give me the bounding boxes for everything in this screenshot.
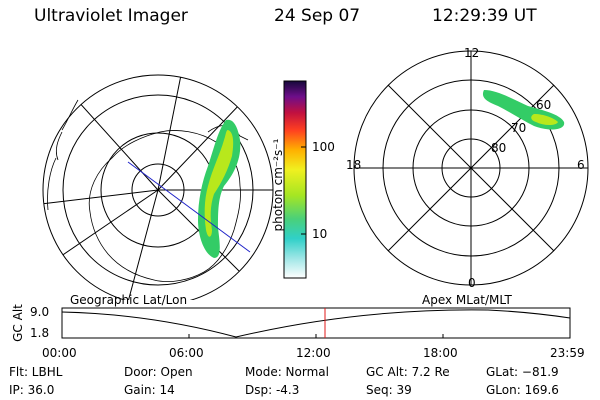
mlat-label-70: 70 (511, 121, 527, 135)
magnetic-map-label: Apex MLat/MLT (422, 293, 512, 307)
colorbar-gradient (283, 80, 307, 279)
coastline-fragment (47, 99, 79, 211)
time-tick-label: 18:00 (423, 346, 458, 360)
aurora-emission (482, 90, 565, 130)
altitude-ytick: 1.8 (30, 326, 50, 340)
time-label: 12:29:39 UT (432, 6, 537, 26)
time-tick-label: 06:00 (169, 346, 204, 360)
mlt-label-0: 0 (468, 276, 476, 290)
colorbar-unit-label: photon cm⁻²s⁻¹ (271, 138, 285, 232)
colorbar-tick-label: 100 (312, 140, 335, 154)
altitude-plot (61, 307, 571, 339)
orbit-track-line (127, 161, 251, 253)
antarctica-coastline (88, 130, 241, 282)
altitude-ylabel: GC Alt (11, 304, 25, 342)
ip-info: IP: 36.0 (9, 383, 55, 397)
gc-alt-info: GC Alt: 7.2 Re (366, 365, 450, 379)
mlt-label-12: 12 (464, 46, 480, 60)
glat-info: GLat: −81.9 (486, 365, 559, 379)
door-info: Door: Open (124, 365, 193, 379)
instrument-title: Ultraviolet Imager (34, 6, 188, 26)
time-tick-label: 00:00 (42, 346, 77, 360)
altitude-curve (61, 309, 571, 338)
magnetic-map (353, 50, 589, 286)
filter-info: Flt: LBHL (9, 365, 63, 379)
longitude-lines (43, 75, 273, 300)
glon-info: GLon: 169.6 (486, 383, 559, 397)
time-tick-label: 23:59 (550, 346, 585, 360)
mlat-label-60: 60 (536, 98, 552, 112)
date-label: 24 Sep 07 (274, 6, 361, 26)
aurora-emission (198, 119, 241, 258)
colorbar (283, 80, 307, 279)
seq-info: Seq: 39 (366, 383, 412, 397)
geographic-map (42, 74, 274, 300)
mlt-label-6: 6 (577, 158, 585, 172)
altitude-ytick: 9.0 (30, 305, 50, 319)
mlt-label-18: 18 (346, 158, 362, 172)
mode-info: Mode: Normal (245, 365, 329, 379)
geographic-map-label: Geographic Lat/Lon (70, 293, 188, 307)
mlat-label-80: 80 (491, 141, 507, 155)
dsp-info: Dsp: -4.3 (245, 383, 300, 397)
plot-frame (61, 307, 571, 339)
x-ticks (61, 334, 571, 338)
colorbar-tick-label: 10 (312, 227, 328, 241)
time-tick-label: 12:00 (296, 346, 331, 360)
gain-info: Gain: 14 (124, 383, 175, 397)
